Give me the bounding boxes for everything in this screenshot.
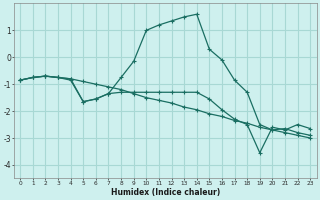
X-axis label: Humidex (Indice chaleur): Humidex (Indice chaleur)	[111, 188, 220, 197]
